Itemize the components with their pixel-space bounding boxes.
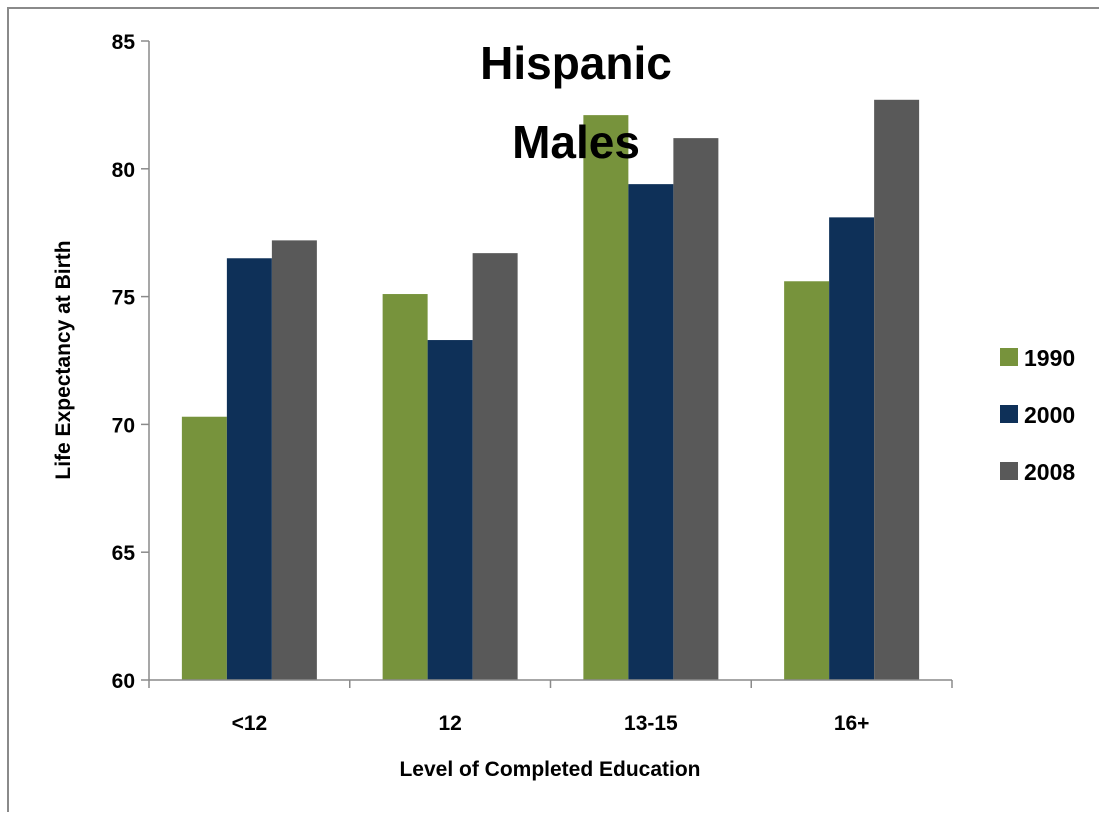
- bar-2008-13-15: [673, 138, 719, 681]
- legend-swatch-2008: [1000, 462, 1018, 480]
- chart-title-line-2: Males: [512, 116, 640, 168]
- x-tick-label: 12: [438, 712, 461, 735]
- y-axis-title: Life Expectancy at Birth: [52, 240, 75, 479]
- y-tick-label: 65: [112, 542, 136, 565]
- bar-1990-16+: [784, 281, 830, 680]
- y-tick-label: 70: [112, 414, 135, 437]
- bar-2008-12: [472, 253, 518, 680]
- bar-1990-12: [382, 294, 428, 680]
- x-ticks-group: <12 12 13-15 16+: [148, 680, 953, 735]
- y-tick-label: 85: [112, 31, 136, 54]
- legend-swatch-1990: [1000, 348, 1018, 366]
- bars-group: [181, 99, 920, 681]
- x-tick-label: <12: [232, 712, 268, 735]
- bar-2000-16+: [829, 217, 875, 680]
- y-ticks-group: 60 65 70 75 80 85: [112, 31, 149, 693]
- chart-frame: [7, 7, 1099, 812]
- legend-label-1990: 1990: [1024, 345, 1075, 371]
- y-tick-label: 80: [112, 159, 135, 182]
- x-tick-label: 16+: [834, 712, 870, 735]
- y-tick-label: 60: [112, 670, 135, 693]
- x-tick-label: 13-15: [624, 712, 678, 735]
- bar-2008-<12: [271, 240, 317, 681]
- bar-2000-13-15: [628, 184, 674, 681]
- legend-label-2008: 2008: [1024, 459, 1075, 485]
- x-axis-title: Level of Completed Education: [399, 758, 700, 781]
- legend: 1990 2000 2008: [1000, 345, 1075, 485]
- bar-2008-16+: [874, 99, 920, 680]
- legend-swatch-2000: [1000, 405, 1018, 423]
- bar-1990-13-15: [583, 115, 629, 680]
- legend-label-2000: 2000: [1024, 402, 1075, 428]
- bar-2000-12: [427, 340, 473, 680]
- chart-title-line-1: Hispanic: [480, 37, 672, 89]
- bar-2000-<12: [226, 258, 272, 680]
- y-tick-label: 75: [112, 287, 136, 310]
- bar-1990-<12: [181, 416, 227, 680]
